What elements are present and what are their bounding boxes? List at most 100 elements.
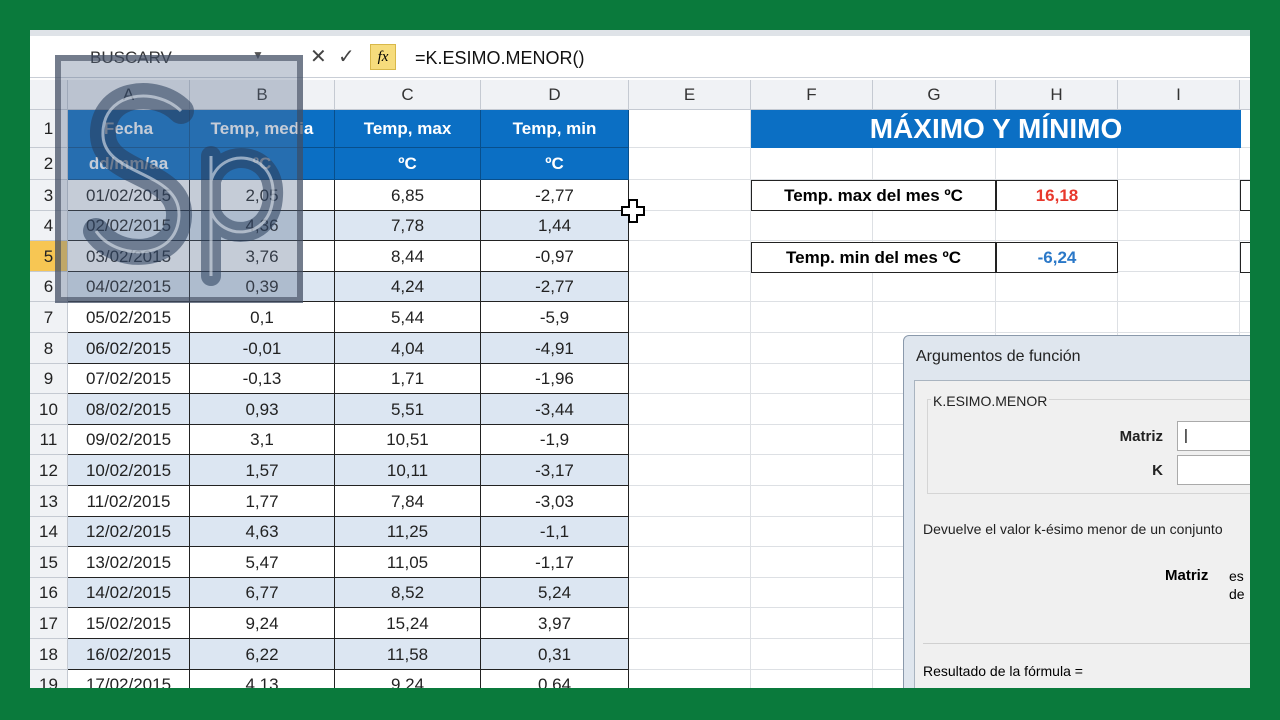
table-cell[interactable]: -0,97 <box>481 241 629 272</box>
empty-cell[interactable] <box>751 670 873 688</box>
table-header-cell[interactable]: ºC <box>481 148 629 180</box>
empty-cell[interactable] <box>629 517 751 547</box>
empty-cell[interactable] <box>873 148 996 180</box>
table-cell[interactable]: 4,24 <box>335 272 481 302</box>
table-cell[interactable]: 6,77 <box>190 578 335 608</box>
empty-cell[interactable] <box>1118 180 1240 211</box>
table-cell[interactable]: 4,04 <box>335 333 481 364</box>
empty-cell[interactable] <box>751 639 873 670</box>
table-cell[interactable]: 10,11 <box>335 455 481 486</box>
empty-cell[interactable] <box>629 670 751 688</box>
row-header-4[interactable]: 4 <box>30 211 68 241</box>
table-cell[interactable]: 0,93 <box>190 394 335 425</box>
empty-cell[interactable] <box>996 148 1118 180</box>
table-cell[interactable]: -0,13 <box>190 364 335 394</box>
empty-cell[interactable] <box>751 578 873 608</box>
table-cell[interactable]: 3,76 <box>190 241 335 272</box>
table-cell[interactable]: 1,44 <box>481 211 629 241</box>
table-cell[interactable]: 11,05 <box>335 547 481 578</box>
column-header-i[interactable]: I <box>1118 80 1240 110</box>
empty-cell[interactable] <box>629 455 751 486</box>
column-header-f[interactable]: F <box>751 80 873 110</box>
table-cell[interactable]: 1,77 <box>190 486 335 517</box>
table-cell[interactable]: 6,22 <box>190 639 335 670</box>
row-header-10[interactable]: 10 <box>30 394 68 425</box>
table-cell[interactable]: 10/02/2015 <box>68 455 190 486</box>
empty-cell[interactable] <box>1240 148 1250 180</box>
max-label[interactable]: Temp. max del mes ºC <box>751 180 996 211</box>
row-header-13[interactable]: 13 <box>30 486 68 517</box>
empty-cell[interactable] <box>629 639 751 670</box>
table-cell[interactable]: 0,31 <box>481 639 629 670</box>
table-cell[interactable]: 9,24 <box>335 670 481 688</box>
min-label[interactable]: Temp. min del mes ºC <box>751 242 996 273</box>
empty-cell[interactable] <box>629 180 751 211</box>
table-cell[interactable]: 1,71 <box>335 364 481 394</box>
row-header-19[interactable]: 19 <box>30 670 68 688</box>
column-header-e[interactable]: E <box>629 80 751 110</box>
row-header-17[interactable]: 17 <box>30 608 68 639</box>
enter-icon[interactable]: ✓ <box>338 46 355 68</box>
empty-cell[interactable] <box>751 211 873 241</box>
table-cell[interactable]: -4,91 <box>481 333 629 364</box>
column-header-c[interactable]: C <box>335 80 481 110</box>
table-cell[interactable]: -3,44 <box>481 394 629 425</box>
empty-cell[interactable] <box>751 455 873 486</box>
table-cell[interactable]: 11/02/2015 <box>68 486 190 517</box>
row-header-12[interactable]: 12 <box>30 455 68 486</box>
empty-cell[interactable] <box>751 547 873 578</box>
table-cell[interactable]: 14/02/2015 <box>68 578 190 608</box>
empty-cell[interactable] <box>629 547 751 578</box>
empty-cell[interactable] <box>629 608 751 639</box>
empty-cell[interactable] <box>629 110 751 148</box>
formula-input[interactable]: =K.ESIMO.MENOR() <box>415 48 585 68</box>
empty-cell[interactable] <box>996 302 1118 333</box>
min-value[interactable]: -6,24 <box>996 242 1118 273</box>
table-cell[interactable]: 11,25 <box>335 517 481 547</box>
empty-cell[interactable] <box>1240 211 1250 241</box>
column-header-b[interactable]: B <box>190 80 335 110</box>
empty-cell[interactable] <box>873 211 996 241</box>
table-header-cell[interactable]: ºC <box>335 148 481 180</box>
empty-cell[interactable] <box>629 241 751 272</box>
table-cell[interactable]: -1,96 <box>481 364 629 394</box>
table-cell[interactable]: 5,24 <box>481 578 629 608</box>
empty-cell[interactable] <box>996 211 1118 241</box>
empty-cell[interactable] <box>629 333 751 364</box>
empty-cell[interactable] <box>629 302 751 333</box>
empty-cell[interactable] <box>751 394 873 425</box>
table-header-cell[interactable]: Temp, max <box>335 110 481 148</box>
max-value[interactable]: 16,18 <box>996 180 1118 211</box>
row-header-14[interactable]: 14 <box>30 517 68 547</box>
table-cell[interactable]: -3,03 <box>481 486 629 517</box>
table-cell[interactable]: 5,44 <box>335 302 481 333</box>
empty-cell[interactable] <box>1240 302 1250 333</box>
empty-cell[interactable] <box>1118 302 1240 333</box>
table-header-cell[interactable]: Temp, min <box>481 110 629 148</box>
table-cell[interactable]: 13/02/2015 <box>68 547 190 578</box>
empty-cell[interactable] <box>751 486 873 517</box>
empty-cell[interactable] <box>751 302 873 333</box>
table-cell[interactable]: 5,51 <box>335 394 481 425</box>
table-cell[interactable]: 7,78 <box>335 211 481 241</box>
table-cell[interactable]: -3,17 <box>481 455 629 486</box>
matriz-input[interactable]: | <box>1177 421 1250 451</box>
empty-cell[interactable] <box>629 486 751 517</box>
empty-cell[interactable] <box>751 517 873 547</box>
table-cell[interactable]: -5,9 <box>481 302 629 333</box>
table-cell[interactable]: 09/02/2015 <box>68 425 190 455</box>
table-cell[interactable]: 17/02/2015 <box>68 670 190 688</box>
column-header-g[interactable]: G <box>873 80 996 110</box>
table-cell[interactable]: 06/02/2015 <box>68 333 190 364</box>
row-header-7[interactable]: 7 <box>30 302 68 333</box>
row-header-18[interactable]: 18 <box>30 639 68 670</box>
table-cell[interactable]: -1,1 <box>481 517 629 547</box>
empty-cell[interactable] <box>1240 110 1250 148</box>
empty-cell[interactable] <box>1118 241 1240 272</box>
table-cell[interactable]: 0,1 <box>190 302 335 333</box>
empty-cell[interactable] <box>629 272 751 302</box>
empty-cell[interactable] <box>1240 272 1250 302</box>
table-cell[interactable]: 1,57 <box>190 455 335 486</box>
table-cell[interactable]: 8,52 <box>335 578 481 608</box>
table-cell[interactable]: 10,51 <box>335 425 481 455</box>
